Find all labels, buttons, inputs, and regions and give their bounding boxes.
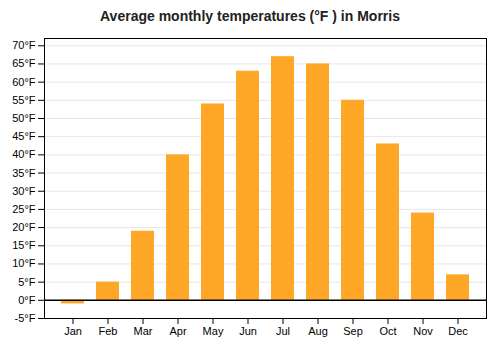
svg-text:40°F: 40°F bbox=[12, 148, 36, 160]
svg-text:50°F: 50°F bbox=[12, 112, 36, 124]
svg-text:Jul: Jul bbox=[276, 325, 290, 337]
svg-text:Sep: Sep bbox=[343, 325, 363, 337]
svg-text:10°F: 10°F bbox=[12, 257, 36, 269]
svg-text:65°F: 65°F bbox=[12, 57, 36, 69]
svg-text:Dec: Dec bbox=[448, 325, 468, 337]
svg-text:55°F: 55°F bbox=[12, 94, 36, 106]
svg-text:15°F: 15°F bbox=[12, 239, 36, 251]
svg-text:60°F: 60°F bbox=[12, 76, 36, 88]
svg-text:20°F: 20°F bbox=[12, 221, 36, 233]
svg-text:Jun: Jun bbox=[239, 325, 257, 337]
svg-text:Mar: Mar bbox=[134, 325, 153, 337]
svg-text:-5°F: -5°F bbox=[15, 312, 36, 324]
svg-text:Aug: Aug bbox=[308, 325, 328, 337]
svg-text:Jan: Jan bbox=[64, 325, 82, 337]
svg-text:Oct: Oct bbox=[379, 325, 396, 337]
svg-text:5°F: 5°F bbox=[18, 276, 36, 288]
svg-text:Nov: Nov bbox=[413, 325, 433, 337]
svg-text:Apr: Apr bbox=[169, 325, 186, 337]
svg-text:30°F: 30°F bbox=[12, 185, 36, 197]
svg-text:0°F: 0°F bbox=[18, 294, 36, 306]
svg-text:70°F: 70°F bbox=[12, 39, 36, 51]
svg-text:45°F: 45°F bbox=[12, 130, 36, 142]
svg-text:25°F: 25°F bbox=[12, 203, 36, 215]
svg-text:35°F: 35°F bbox=[12, 167, 36, 179]
svg-text:Feb: Feb bbox=[99, 325, 118, 337]
html-text:Average monthly temperatures (: Average monthly temperatures (°F ) in Mo… bbox=[100, 8, 400, 24]
svg-text:May: May bbox=[203, 325, 224, 337]
